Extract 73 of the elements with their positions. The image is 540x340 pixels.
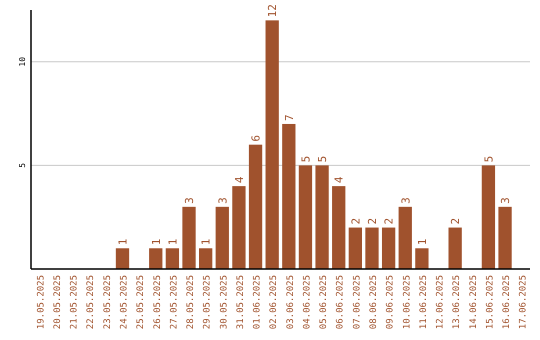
x-tick-label: 26.05.2025: [152, 275, 163, 330]
bar: [116, 248, 130, 269]
x-tick-label: 11.06.2025: [418, 275, 429, 330]
bar: [232, 186, 246, 269]
data-label: 2: [449, 218, 462, 225]
x-tick-label: 15.06.2025: [485, 275, 496, 330]
data-label: 3: [183, 197, 196, 204]
bar: [365, 228, 379, 269]
data-label: 1: [416, 238, 429, 246]
x-tick-label: 02.06.2025: [269, 275, 280, 330]
bar: [382, 228, 396, 269]
bar: [198, 248, 212, 269]
y-tick-label: 10: [18, 56, 27, 67]
bar: [498, 206, 512, 269]
data-label: 3: [216, 197, 230, 204]
x-tick-label: 14.06.2025: [468, 275, 479, 330]
data-label: 1: [150, 238, 163, 246]
data-label: 2: [382, 218, 396, 225]
x-tick-label: 19.05.2025: [36, 275, 46, 330]
data-label: 4: [332, 176, 346, 184]
x-tick-label: 03.06.2025: [286, 275, 296, 330]
bar: [315, 165, 329, 269]
x-tick-label: 23.05.2025: [102, 275, 113, 330]
x-tick-label: 21.05.2025: [70, 275, 80, 330]
x-tick-label: 09.06.2025: [386, 275, 396, 330]
data-label: 1: [200, 238, 213, 246]
data-label: 5: [482, 156, 496, 162]
bar: [182, 206, 196, 269]
bar: [482, 165, 496, 269]
bar: [298, 165, 312, 269]
x-tick-label: 30.05.2025: [219, 275, 230, 330]
bar: [282, 124, 296, 269]
x-tick-label: 22.05.2025: [86, 275, 96, 330]
bar: [266, 20, 279, 269]
x-tick-label: 29.05.2025: [202, 275, 213, 330]
data-label: 4: [232, 176, 246, 184]
bar: [248, 144, 262, 269]
bar: [166, 248, 180, 269]
bar: [348, 228, 362, 269]
x-tick-label: 27.05.2025: [169, 275, 180, 330]
x-tick-label: 20.05.2025: [52, 275, 63, 330]
x-tick-label: 08.06.2025: [368, 275, 379, 330]
x-tick-label: 06.06.2025: [336, 275, 346, 330]
x-tick-label: 04.06.2025: [302, 275, 312, 330]
x-tick-label: 07.06.2025: [352, 275, 362, 330]
data-label: 2: [349, 218, 362, 225]
x-tick-label: 05.06.2025: [319, 275, 330, 330]
x-tick-label: 16.06.2025: [502, 275, 512, 330]
data-label: 5: [316, 156, 330, 162]
x-tick-label: 24.05.2025: [119, 275, 130, 330]
bar: [149, 248, 162, 269]
data-label: 3: [399, 197, 412, 204]
x-tick-label: 01.06.2025: [252, 275, 263, 330]
bar: [216, 206, 229, 269]
x-tick-label: 12.06.2025: [436, 275, 446, 330]
x-tick-label: 28.05.2025: [186, 275, 196, 330]
bar: [398, 206, 412, 269]
bar: [332, 186, 346, 269]
data-label: 5: [299, 156, 312, 162]
data-label: 3: [499, 197, 512, 204]
x-tick-label: 31.05.2025: [236, 275, 246, 330]
data-label: 1: [166, 238, 180, 246]
x-tick-label: 17.06.2025: [518, 275, 529, 330]
x-tick-label: 25.05.2025: [136, 275, 146, 330]
data-label: 7: [282, 114, 296, 121]
data-label: 2: [366, 218, 379, 225]
x-tick-label: 10.06.2025: [402, 275, 412, 330]
data-label: 12: [266, 4, 280, 18]
bar: [448, 228, 462, 269]
data-label: 1: [116, 238, 130, 246]
data-label: 6: [250, 135, 263, 142]
bar: [415, 248, 429, 269]
x-tick-label: 13.06.2025: [452, 275, 462, 330]
